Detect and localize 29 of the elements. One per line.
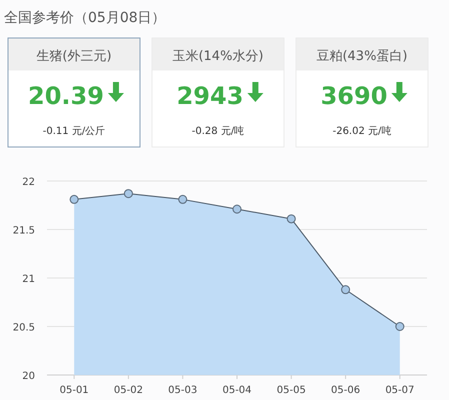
point bbox=[232, 204, 242, 214]
y-tick-label: 22 bbox=[22, 177, 35, 188]
x-tick-label: 05-05 bbox=[276, 385, 306, 396]
x-tick-label: 05-01 bbox=[60, 385, 89, 396]
text: 20.39 bbox=[28, 82, 104, 110]
text: 生猪(外三元) bbox=[36, 49, 112, 64]
text: 2943 bbox=[176, 82, 244, 110]
y-tick-label: 20.5 bbox=[12, 322, 35, 334]
point bbox=[341, 285, 350, 294]
text: -0.28 元/吨 bbox=[192, 125, 244, 137]
point bbox=[70, 194, 79, 204]
y-tick-label: 20 bbox=[22, 371, 35, 382]
y-tick-label: 21 bbox=[22, 274, 35, 285]
point bbox=[395, 322, 404, 331]
text: 全国参考价（05月08日） bbox=[4, 10, 166, 26]
text: 玉米(14%水分) bbox=[172, 49, 264, 64]
x-tick-label: 05-06 bbox=[331, 385, 360, 396]
x-tick-label: 05-04 bbox=[222, 385, 252, 396]
y-tick-label: 21.5 bbox=[12, 226, 35, 236]
text: -26.02 元/吨 bbox=[332, 125, 392, 137]
text: -0.11 元/公斤 bbox=[42, 125, 106, 137]
point bbox=[178, 194, 188, 204]
point bbox=[286, 214, 296, 224]
x-tick-label: 05-03 bbox=[168, 385, 198, 396]
x-tick-label: 05-02 bbox=[114, 385, 143, 396]
text: 豆粕(43%蛋白) bbox=[316, 49, 408, 64]
text: 3690 bbox=[320, 82, 388, 110]
point bbox=[124, 189, 133, 198]
x-tick-label: 05-07 bbox=[385, 385, 414, 396]
